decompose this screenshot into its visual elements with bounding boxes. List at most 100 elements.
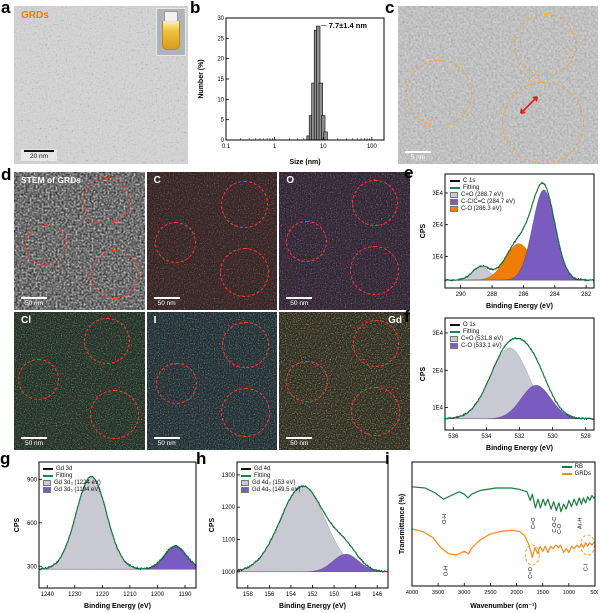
scale-bar-label: 50 nm	[24, 299, 44, 307]
legend-label: Gd 3d	[56, 466, 73, 472]
scale-bar-label: 50 nm	[157, 299, 176, 307]
band-annotation: C-I	[584, 563, 590, 571]
y-tick-label: 300	[27, 564, 38, 570]
x-tick-label: 0.1	[222, 144, 231, 150]
plot-frame	[225, 17, 385, 141]
x-tick-label: 150	[329, 592, 340, 598]
lattice-spacing-arrow	[519, 96, 539, 115]
legend-label: Fitting	[463, 329, 480, 335]
x-tick-label: 288	[487, 292, 498, 298]
x-tick-label: 100	[367, 144, 378, 150]
x-tick-label: 2000	[510, 590, 522, 596]
panel-e-xps-c1s-chart: 290 288 286 284 282 1E4 2E4 3E4 Binding Energy (…	[418, 170, 598, 310]
legend-line-marker	[450, 331, 460, 333]
y-tick-label: 30	[217, 16, 224, 22]
x-tick-label: 156	[264, 592, 275, 598]
legend-box-marker	[241, 487, 249, 493]
y-axis-label: CPS	[14, 517, 21, 532]
map-tile-label: O	[286, 175, 295, 186]
highlight-circle	[155, 222, 197, 264]
map-tile-label: C	[153, 175, 161, 186]
legend-label: GRDs	[574, 471, 591, 477]
y-axis-label: CPS	[420, 223, 427, 238]
map-tile-o: O 50 nm	[279, 172, 410, 310]
xps-svg: 1240 1230 1220 1210 1200 1190 300 600 900 Binding…	[14, 461, 197, 610]
legend-entry: Gd 3d₃ (1224 eV)	[43, 480, 101, 486]
x-tick-label: 530	[548, 434, 559, 440]
y-tick-label: 1000	[222, 570, 236, 576]
band-annotation: C-O-C	[552, 517, 558, 533]
band-annotation: O-H	[442, 514, 448, 524]
y-axis-label: CPS	[420, 366, 427, 381]
chart-legend: O 1s Fitting C=O (531.8 eV) C-O (533.1 eV)	[450, 322, 503, 349]
plot-frame	[411, 461, 596, 587]
scale-bar-line	[286, 436, 313, 439]
x-tick-label: 1210	[123, 592, 137, 598]
legend-label: C=O (531.8 eV)	[461, 336, 504, 342]
legend-label: C-O (533.1 eV)	[461, 343, 502, 349]
y-tick-label: 1200	[222, 505, 236, 511]
xps-svg: 536 534 532 530 528 1E4 2E4 3E4 Binding Energy (…	[420, 317, 595, 452]
legend-line-marker	[450, 180, 460, 182]
y-tick-label: 15	[217, 77, 224, 83]
legend-label: Fitting	[463, 185, 480, 191]
y-tick-label: 10	[217, 97, 224, 103]
scale-bar-label: 50 nm	[24, 439, 44, 447]
panel-label-a: a	[1, 0, 11, 17]
highlight-circle	[89, 249, 139, 299]
highlight-circle	[219, 247, 269, 297]
x-tick-label: 152	[307, 592, 318, 598]
highlight-circle	[220, 388, 270, 438]
scale-bar: 50 nm	[21, 296, 47, 307]
scale-bar-label: 50 nm	[290, 299, 309, 307]
panel-label-i: i	[385, 449, 390, 468]
x-axis-label: Wavenumber (cm⁻¹)	[470, 603, 536, 610]
legend-entry: Gd 3d	[43, 466, 101, 472]
legend-entry: Fitting	[43, 473, 101, 479]
legend-box-marker	[241, 480, 249, 486]
scale-bar-line	[153, 436, 180, 439]
highlight-circle	[514, 13, 576, 76]
legend-box-marker	[450, 343, 458, 349]
legend-line-marker	[450, 187, 460, 189]
legend-box-marker	[450, 199, 458, 205]
chart-legend: Gd 3d Fitting Gd 3d₃ (1224 eV) Gd 3d₅ (1194…	[43, 466, 101, 493]
scale-bar: 20 nm	[21, 148, 57, 161]
highlight-circle	[350, 246, 400, 296]
x-tick-label: 534	[481, 434, 492, 440]
y-tick-label: 3E4	[432, 331, 443, 337]
y-tick-label: 2E4	[432, 223, 443, 229]
panel-label-c: c	[385, 0, 395, 17]
inset-vial-photo	[156, 8, 186, 56]
highlight-circle	[83, 177, 130, 224]
band-annotation: C=O	[531, 517, 537, 529]
x-tick-label: 284	[550, 292, 561, 298]
map-tile-label: Gd	[388, 315, 402, 326]
x-tick-label: 282	[581, 292, 592, 298]
scale-bar: 5 nm	[405, 150, 431, 161]
panel-label-f: f	[404, 307, 410, 326]
chart-legend: C 1s Fitting C=O (288.7 eV) C-C/C=C (284.7 …	[450, 178, 515, 212]
band-annotation: C-O	[557, 523, 563, 534]
panel-i-ftir-chart: O-H C=O C-O-C C-O Ar-H O-H C=O C-I 4000 3500 3000 2…	[398, 458, 598, 610]
panel-g-xps-gd3d-chart: 1240 1230 1220 1210 1200 1190 300 600 900 Binding…	[12, 458, 200, 610]
xps-svg: 290 288 286 284 282 1E4 2E4 3E4 Binding Energy (…	[420, 173, 595, 310]
panel-label-b: b	[190, 0, 201, 17]
xps-svg: 158 156 154 152 150 148 146 1000 1100 1200 1300 Bin…	[209, 461, 389, 610]
plot-frame	[444, 173, 595, 289]
scale-bar-line	[153, 296, 180, 299]
legend-entry: Fitting	[450, 329, 503, 335]
legend-entry: Fitting	[450, 185, 515, 191]
y-tick-label: 20	[217, 57, 224, 63]
sample-name-label: GRDs	[21, 10, 49, 21]
legend-box-marker	[43, 487, 51, 493]
highlight-circle	[221, 181, 268, 228]
scale-bar-label: 50 nm	[157, 439, 176, 447]
plot-frame	[38, 461, 197, 589]
scale-bar: 50 nm	[153, 436, 180, 447]
ftir-curve-grds	[411, 528, 596, 559]
highlight-circle	[24, 223, 67, 266]
legend-line-marker	[450, 324, 460, 326]
fitting-line	[444, 337, 594, 420]
legend-label: Fitting	[254, 473, 271, 479]
